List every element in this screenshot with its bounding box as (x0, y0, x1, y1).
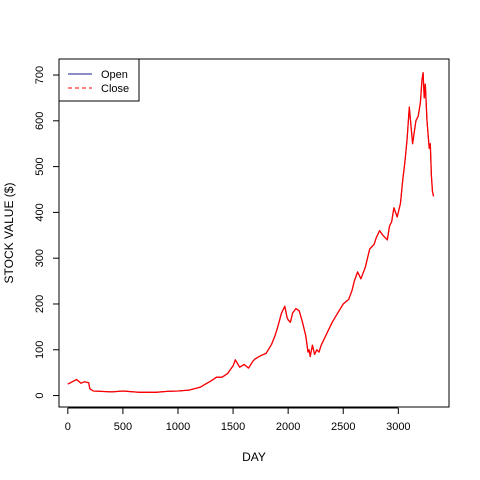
legend-open-label: Open (101, 69, 128, 81)
y-axis: 0 100 200 300 400 500 600 700 (34, 66, 60, 399)
legend-box (58, 58, 140, 102)
y-tick-label: 300 (34, 249, 46, 267)
y-tick-label: 0 (34, 392, 46, 398)
x-tick-label: 1000 (166, 421, 190, 433)
x-axis-title: DAY (242, 450, 266, 464)
legend-close-label: Close (101, 83, 129, 95)
x-tick-label: 2000 (276, 421, 300, 433)
series-layer (67, 72, 435, 393)
x-tick-label: 3000 (386, 421, 410, 433)
y-tick-label: 400 (34, 203, 46, 221)
x-tick-label: 0 (65, 421, 71, 433)
y-axis-title: STOCK VALUE ($) (2, 183, 16, 284)
legend: Open Close (58, 58, 140, 102)
y-tick-label: 500 (34, 157, 46, 175)
y-tick-label: 600 (34, 112, 46, 130)
x-axis: 0 500 1000 1500 2000 2500 3000 (65, 407, 411, 433)
x-tick-label: 1500 (221, 421, 245, 433)
y-tick-label: 200 (34, 295, 46, 313)
y-tick-label: 100 (34, 341, 46, 359)
y-tick-label: 700 (34, 66, 46, 84)
x-tick-label: 500 (114, 421, 132, 433)
series-close-line (67, 72, 435, 393)
x-tick-label: 2500 (331, 421, 355, 433)
